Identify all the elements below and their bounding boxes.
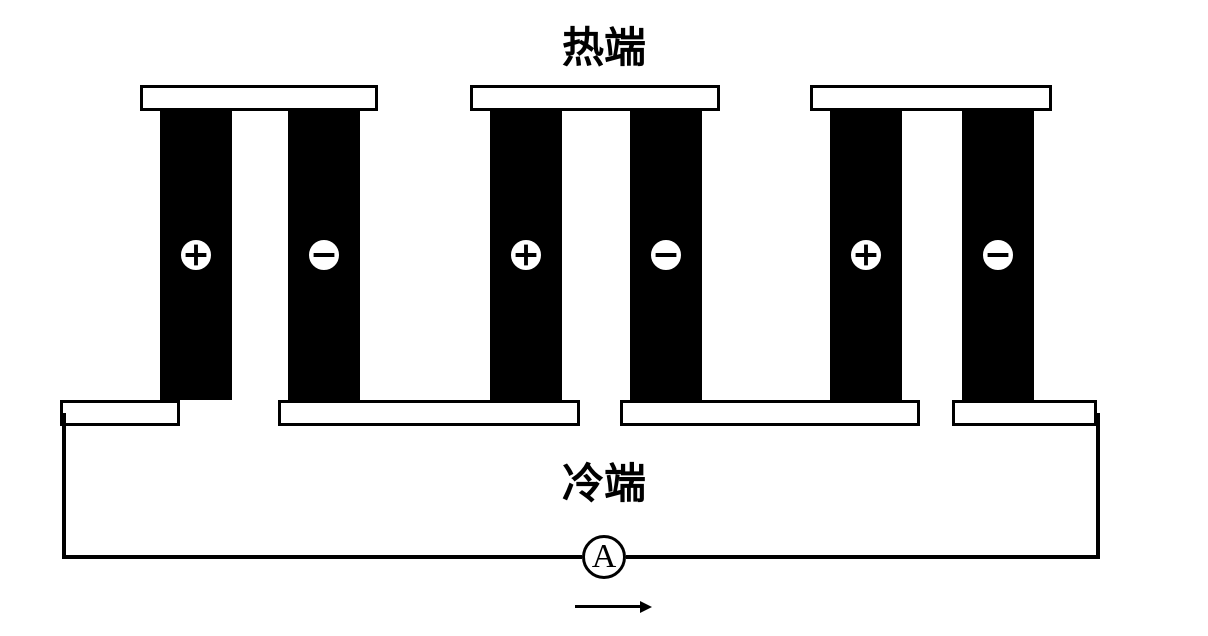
minus-symbol-3: [980, 237, 1016, 273]
ammeter: A: [582, 535, 626, 579]
bottom-electrode-4: [952, 400, 1097, 426]
bottom-electrode-1: [60, 400, 180, 426]
minus-symbol-2: [648, 237, 684, 273]
wire-bottom-left: [62, 555, 582, 559]
plus-symbol-2: [508, 237, 544, 273]
plus-symbol-3: [848, 237, 884, 273]
bottom-electrode-3: [620, 400, 920, 426]
top-electrode-1: [140, 85, 378, 111]
top-electrode-2: [470, 85, 720, 111]
cold-side-label: 冷端: [562, 450, 646, 511]
wire-right: [1096, 413, 1100, 559]
plus-symbol-1: [178, 237, 214, 273]
wire-left: [62, 413, 66, 559]
top-electrode-3: [810, 85, 1052, 111]
wire-bottom-right: [626, 555, 1100, 559]
bottom-electrode-2: [278, 400, 580, 426]
current-arrow-head: [640, 601, 652, 613]
minus-symbol-1: [306, 237, 342, 273]
hot-side-label: 热端: [562, 14, 646, 75]
current-arrow-shaft: [575, 605, 640, 608]
